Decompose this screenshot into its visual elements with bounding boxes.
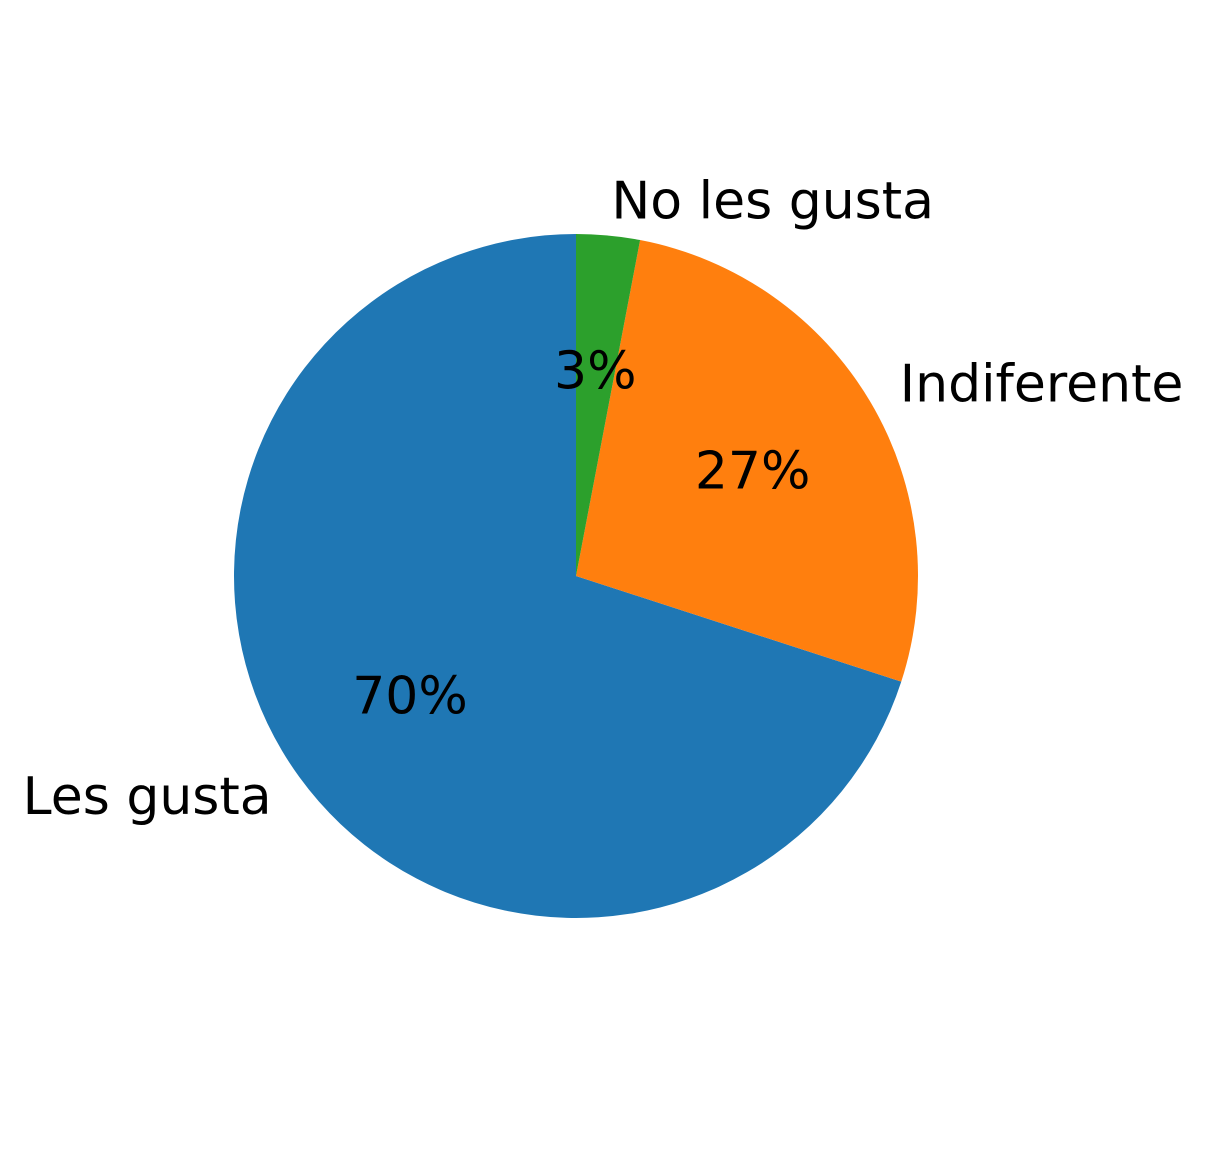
slice-label: Les gusta (23, 767, 272, 827)
pie-slices (234, 234, 919, 918)
slice-label: No les gusta (611, 171, 934, 231)
pie-labels: Les gusta 70% Indiferente 27% No les gusta 3% (23, 171, 1184, 827)
pie-slice-no-les-gusta (576, 234, 641, 576)
slice-percent-label: 3% (554, 342, 637, 402)
slice-label: Indiferente (900, 354, 1184, 414)
pie-slice-les-gusta (234, 234, 902, 918)
slice-percent-label: 70% (352, 667, 468, 727)
pie-slice-indiferente (576, 240, 919, 682)
slice-percent-label: 27% (695, 442, 811, 502)
